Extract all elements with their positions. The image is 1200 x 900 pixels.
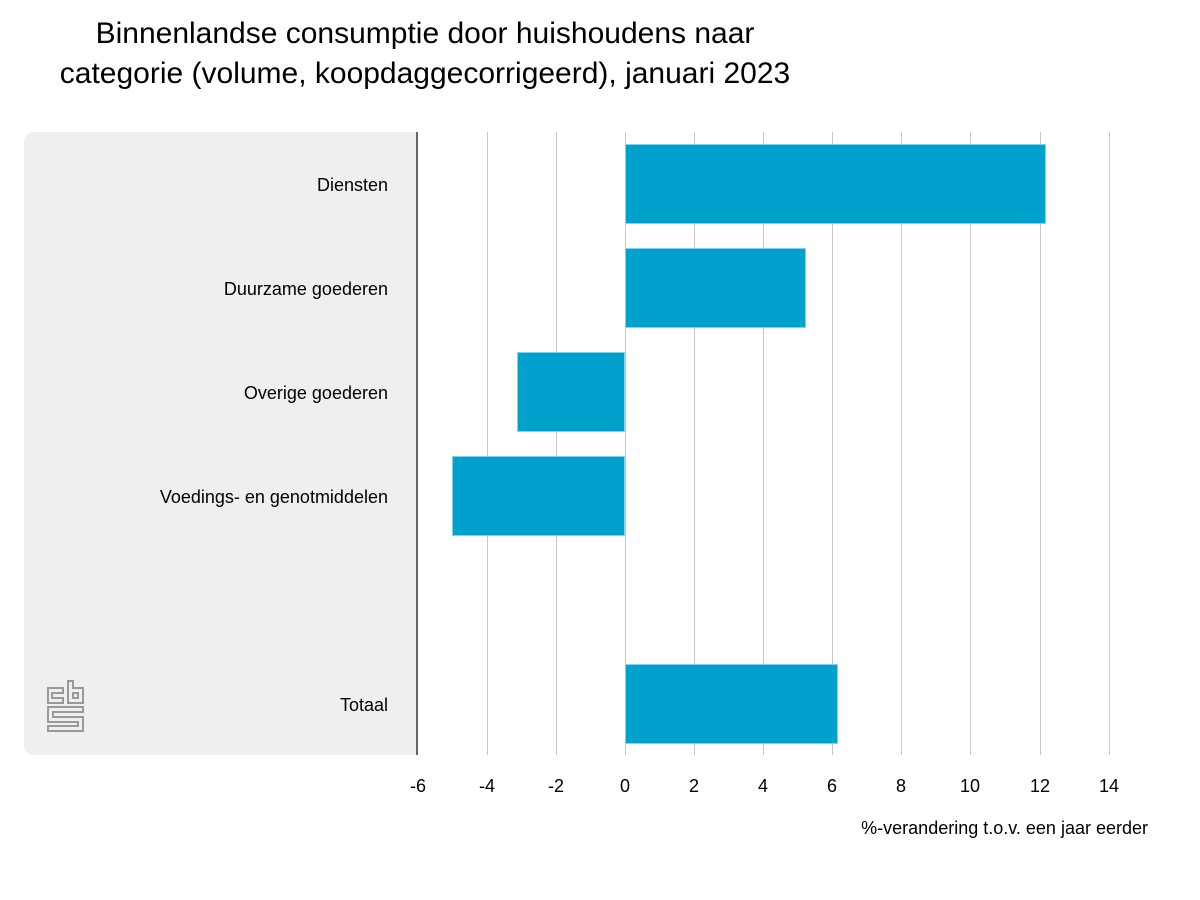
gridline (901, 132, 902, 755)
x-tick: 8 (895, 776, 907, 796)
gridline (1109, 132, 1110, 755)
chart-title: Binnenlandse consumptie door huishoudens… (0, 14, 850, 94)
bar-voedings-en-genotmiddelen (452, 456, 625, 536)
x-tick: 14 (1098, 776, 1120, 796)
bar-overige-goederen (517, 352, 625, 432)
category-label: Diensten (316, 175, 388, 195)
gridline (970, 132, 971, 755)
gridline (763, 132, 764, 755)
chart-title-line-2: categorie (volume, koopdaggecorrigeerd),… (59, 57, 791, 90)
gridline-zero (625, 132, 626, 755)
x-axis-label: %-verandering t.o.v. een jaar eerder (861, 818, 1148, 838)
gridline (1040, 132, 1041, 755)
bar-diensten (625, 144, 1046, 224)
x-tick: 12 (1029, 776, 1051, 796)
gridline (832, 132, 833, 755)
gridline (556, 132, 557, 755)
x-tick: -4 (478, 776, 496, 796)
bar-totaal (625, 664, 838, 744)
bar-duurzame-goederen (625, 248, 806, 328)
x-tick: 0 (619, 776, 631, 796)
gridline (487, 132, 488, 755)
y-axis-line (416, 132, 418, 755)
cbs-logo-icon (47, 680, 84, 732)
x-tick: -2 (547, 776, 565, 796)
x-tick: 6 (826, 776, 838, 796)
chart-title-line-1: Binnenlandse consumptie door huishoudens… (95, 17, 755, 50)
x-tick: -6 (409, 776, 427, 796)
category-label: Overige goederen (243, 383, 388, 403)
category-label: Duurzame goederen (223, 279, 388, 299)
category-label: Totaal (339, 695, 388, 715)
x-tick: 2 (688, 776, 700, 796)
x-tick: 10 (959, 776, 981, 796)
category-label: Voedings- en genotmiddelen (159, 487, 388, 507)
x-tick: 4 (757, 776, 769, 796)
category-label-panel (24, 132, 417, 755)
gridline (694, 132, 695, 755)
